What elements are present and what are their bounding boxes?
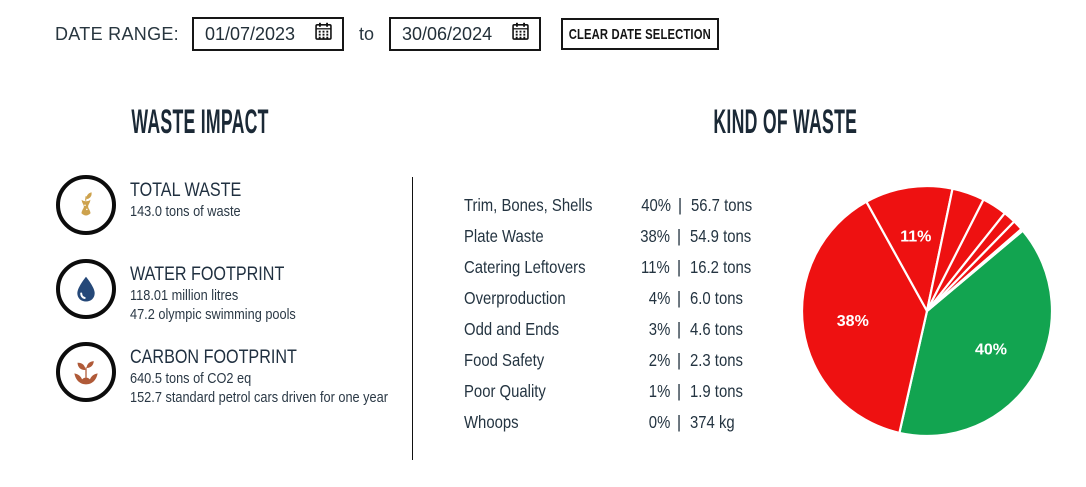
separator: |: [676, 350, 682, 370]
waste-row: Plate Waste 38% | 54.9 tons: [464, 221, 776, 252]
waste-amount: 4.6 tons: [690, 319, 743, 339]
separator: |: [676, 319, 682, 339]
impact-text: WATER FOOTPRINT 118.01 million litres 47.2…: [130, 259, 325, 324]
waste-percent: 4%: [648, 288, 670, 308]
impact-detail: 152.7 standard petrol cars driven for on…: [130, 389, 388, 406]
separator: |: [676, 257, 682, 277]
date-from-value: 01/07/2023: [204, 23, 296, 44]
date-range-to-label: to: [358, 23, 374, 44]
waste-amount: 1.9 tons: [690, 381, 743, 401]
waste-percent: 11%: [641, 257, 670, 277]
waste-type-label: Whoops: [464, 412, 519, 432]
impact-detail: 143.0 tons of waste: [130, 203, 241, 220]
impact-item: CARBON FOOTPRINT 640.5 tons of CO2 eq 152.…: [56, 342, 408, 407]
waste-percent: 0%: [648, 412, 670, 432]
waste-percent: 38%: [640, 226, 670, 246]
date-to-input[interactable]: 30/06/2024: [389, 17, 541, 51]
waste-amount: 374 kg: [690, 412, 735, 432]
waste-percent: 2%: [648, 350, 670, 370]
waste-type-label: Catering Leftovers: [464, 257, 586, 277]
waste-row: Odd and Ends 3% | 4.6 tons: [464, 314, 776, 345]
waste-row: Catering Leftovers 11% | 16.2 tons: [464, 252, 776, 283]
impact-detail: 118.01 million litres: [130, 287, 239, 304]
impact-title: TOTAL WASTE: [130, 180, 242, 201]
waste-impact-list: TOTAL WASTE 143.0 tons of waste WATER FOOT…: [56, 175, 408, 407]
impact-detail: 47.2 olympic swimming pools: [130, 306, 296, 323]
impact-title: WATER FOOTPRINT: [130, 264, 285, 285]
apple-core-icon: [56, 175, 116, 235]
waste-type-label: Plate Waste: [464, 226, 544, 246]
separator: |: [676, 226, 682, 246]
pie-slice[interactable]: [898, 229, 1054, 438]
waste-row: Trim, Bones, Shells 40% | 56.7 tons: [464, 190, 776, 221]
waste-row: Overproduction 4% | 6.0 tons: [464, 283, 776, 314]
calendar-icon[interactable]: [511, 22, 530, 46]
clear-date-selection-button[interactable]: CLEAR DATE SELECTION: [561, 18, 719, 50]
impact-item: WATER FOOTPRINT 118.01 million litres 47.2…: [56, 259, 408, 324]
kind-of-waste-title: KIND OF WASTE: [713, 103, 857, 141]
water-drop-icon: [56, 259, 116, 319]
waste-amount: 56.7 tons: [691, 195, 753, 215]
pie-slice-label: 40%: [975, 342, 1007, 359]
impact-text: CARBON FOOTPRINT 640.5 tons of CO2 eq 152.…: [130, 342, 434, 407]
pie-slice[interactable]: [925, 227, 1024, 313]
impact-detail: 640.5 tons of CO2 eq: [130, 370, 252, 387]
calendar-icon[interactable]: [314, 22, 333, 46]
section-divider: [412, 177, 413, 460]
waste-percent: 3%: [648, 319, 670, 339]
pie-slice-label: 38%: [837, 313, 869, 330]
waste-type-label: Trim, Bones, Shells: [464, 195, 593, 215]
pie-slice[interactable]: [800, 200, 929, 435]
waste-impact-title: WASTE IMPACT: [131, 103, 269, 141]
waste-type-label: Poor Quality: [464, 381, 546, 401]
waste-row: Food Safety 2% | 2.3 tons: [464, 345, 776, 376]
pie-slice-label: 11%: [900, 228, 931, 245]
date-to-value: 30/06/2024: [402, 23, 493, 44]
waste-type-label: Overproduction: [464, 288, 566, 308]
waste-type-label: Food Safety: [464, 350, 545, 370]
date-from-input[interactable]: 01/07/2023: [191, 17, 344, 51]
pie-slice[interactable]: [865, 184, 954, 313]
waste-type-label: Odd and Ends: [464, 319, 560, 339]
separator: |: [676, 381, 682, 401]
carbon-sprout-icon: [56, 342, 116, 402]
separator: |: [676, 288, 682, 308]
separator: |: [676, 412, 682, 432]
waste-amount: 2.3 tons: [690, 350, 743, 370]
waste-percent: 1%: [648, 381, 670, 401]
kind-of-waste-pie-chart: 40% 38% 11%: [799, 183, 1055, 439]
waste-amount: 16.2 tons: [690, 257, 752, 277]
separator: |: [677, 195, 683, 215]
impact-title: CARBON FOOTPRINT: [130, 347, 297, 368]
date-range-label: DATE RANGE:: [55, 23, 179, 44]
impact-item: TOTAL WASTE 143.0 tons of waste: [56, 175, 408, 235]
waste-amount: 54.9 tons: [690, 226, 752, 246]
waste-row: Poor Quality 1% | 1.9 tons: [464, 376, 776, 407]
waste-row: Whoops 0% | 374 kg: [464, 407, 776, 438]
kind-of-waste-list: Trim, Bones, Shells 40% | 56.7 tons Plate Wa…: [464, 190, 776, 438]
waste-percent: 40%: [641, 195, 672, 215]
impact-text: TOTAL WASTE 143.0 tons of waste: [130, 175, 261, 221]
date-range-bar: DATE RANGE: 01/07/2023 to 30/06/2024: [55, 15, 719, 53]
waste-amount: 6.0 tons: [690, 288, 743, 308]
